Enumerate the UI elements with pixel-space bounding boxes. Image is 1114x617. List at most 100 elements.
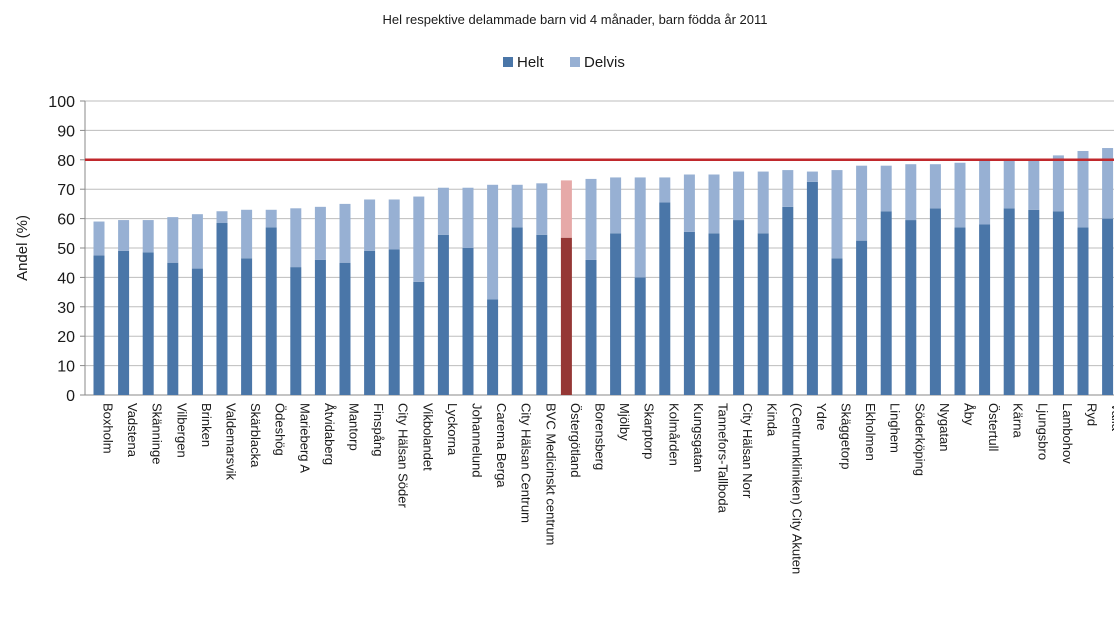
bar-helt	[634, 277, 646, 395]
y-tick-label: 60	[57, 212, 75, 229]
bar-helt	[954, 227, 966, 395]
bar-delvis	[167, 217, 179, 263]
bar-delvis	[831, 170, 843, 259]
bar-helt	[216, 223, 228, 395]
x-tick-label: Valla	[1109, 403, 1114, 432]
bar-delvis	[290, 208, 302, 268]
x-tick-label: Valdemarsvik	[224, 403, 239, 481]
bar-helt	[413, 281, 425, 395]
y-tick-label: 30	[57, 300, 75, 317]
x-tick-label: City Hälsan Söder	[396, 403, 411, 508]
bar-helt	[659, 202, 671, 395]
x-tick-label: Vilbergen	[174, 403, 189, 458]
bar-helt	[831, 258, 843, 395]
bar-helt	[708, 233, 720, 395]
bar-delvis	[487, 184, 499, 300]
bar-delvis	[954, 162, 966, 228]
bar-helt	[856, 240, 868, 395]
y-tick-label: 80	[57, 153, 75, 170]
chart-title: Hel respektive delammade barn vid 4 måna…	[383, 12, 768, 27]
bar-delvis	[610, 177, 622, 234]
bar-delvis	[1028, 159, 1040, 210]
bar-helt	[979, 224, 991, 395]
bar-helt	[905, 220, 917, 395]
bar-helt	[1028, 209, 1040, 395]
x-tick-label: Kinda	[765, 403, 780, 437]
bar-delvis	[536, 183, 548, 235]
x-tick-label: Ydre	[814, 403, 829, 430]
bar-helt	[585, 259, 597, 395]
bar-helt	[487, 299, 499, 395]
bar-helt	[560, 237, 572, 395]
x-tick-label: Vadstena	[125, 403, 140, 458]
bar-helt	[1052, 211, 1064, 395]
bar-delvis	[339, 203, 351, 263]
bar-helt	[241, 258, 253, 395]
bar-delvis	[437, 187, 449, 235]
x-tick-label: Skarptorp	[642, 403, 657, 459]
x-tick-label: Mjölby	[617, 403, 632, 441]
bar-delvis	[880, 165, 892, 212]
bar-helt	[339, 262, 351, 395]
bar-delvis	[585, 178, 597, 260]
x-tick-label: Ekholmen	[863, 403, 878, 461]
y-tick-label: 50	[57, 241, 75, 258]
bar-delvis	[413, 196, 425, 282]
bar-helt	[1077, 227, 1089, 395]
bar-delvis	[979, 159, 991, 225]
legend-label-helt: Helt	[517, 54, 545, 71]
bar-helt	[290, 267, 302, 395]
y-tick-label: 90	[57, 123, 75, 140]
bar-helt	[93, 255, 105, 395]
bar-delvis	[708, 174, 720, 234]
bar-delvis	[634, 177, 646, 278]
bar-delvis	[462, 187, 474, 248]
x-tick-label: Tannefors-Tallboda	[716, 403, 731, 514]
bar-delvis	[1102, 148, 1114, 219]
y-axis-ticks: 0 10 20 30 40 50 60 70 80 90 100	[48, 94, 86, 405]
bar-delvis	[216, 211, 228, 224]
bar-helt	[610, 233, 622, 395]
bar-helt	[782, 206, 794, 395]
bar-delvis	[118, 220, 130, 251]
y-tick-label: 0	[66, 388, 75, 405]
bar-helt	[118, 250, 130, 395]
bar-helt	[314, 259, 326, 395]
x-tick-label: Skänninge	[150, 403, 165, 464]
x-tick-label: Kärna	[1011, 403, 1026, 438]
bar-helt	[806, 181, 818, 395]
bar-delvis	[929, 164, 941, 209]
bar-delvis	[683, 174, 695, 232]
x-tick-label: Vikbolandet	[420, 403, 435, 471]
x-tick-label: Finspång	[371, 403, 386, 456]
bar-helt	[536, 234, 548, 395]
bar-helt	[1102, 218, 1114, 395]
y-tick-label: 40	[57, 270, 75, 287]
bar-delvis	[560, 180, 572, 238]
x-tick-label: Åby	[962, 403, 977, 426]
bar-delvis	[511, 184, 523, 228]
bar-helt	[683, 231, 695, 395]
bar-delvis	[388, 199, 400, 250]
bar-delvis	[905, 164, 917, 221]
bar-helt	[757, 233, 769, 395]
x-tick-label: Kungsgatan	[691, 403, 706, 472]
x-tick-label: Linghem	[888, 403, 903, 453]
legend: Helt Delvis	[503, 54, 625, 71]
x-tick-label: Nygatan	[937, 403, 952, 451]
y-tick-label: 70	[57, 182, 75, 199]
bar-delvis	[314, 206, 326, 260]
y-tick-label: 20	[57, 329, 75, 346]
x-tick-label: (Centrumkliniken) City Akuten	[789, 403, 804, 574]
x-tick-label: Ödeshög	[273, 403, 288, 456]
bar-delvis	[1003, 159, 1015, 209]
x-tick-label: Boxholm	[101, 403, 116, 454]
x-tick-label: Ryd	[1085, 403, 1100, 426]
bar-helt	[191, 268, 203, 395]
bar-helt	[167, 262, 179, 395]
bar-delvis	[142, 220, 154, 253]
bar-helt	[511, 227, 523, 395]
bar-delvis	[191, 214, 203, 269]
legend-swatch-delvis	[570, 57, 580, 67]
x-tick-label: Östertull	[986, 403, 1001, 452]
